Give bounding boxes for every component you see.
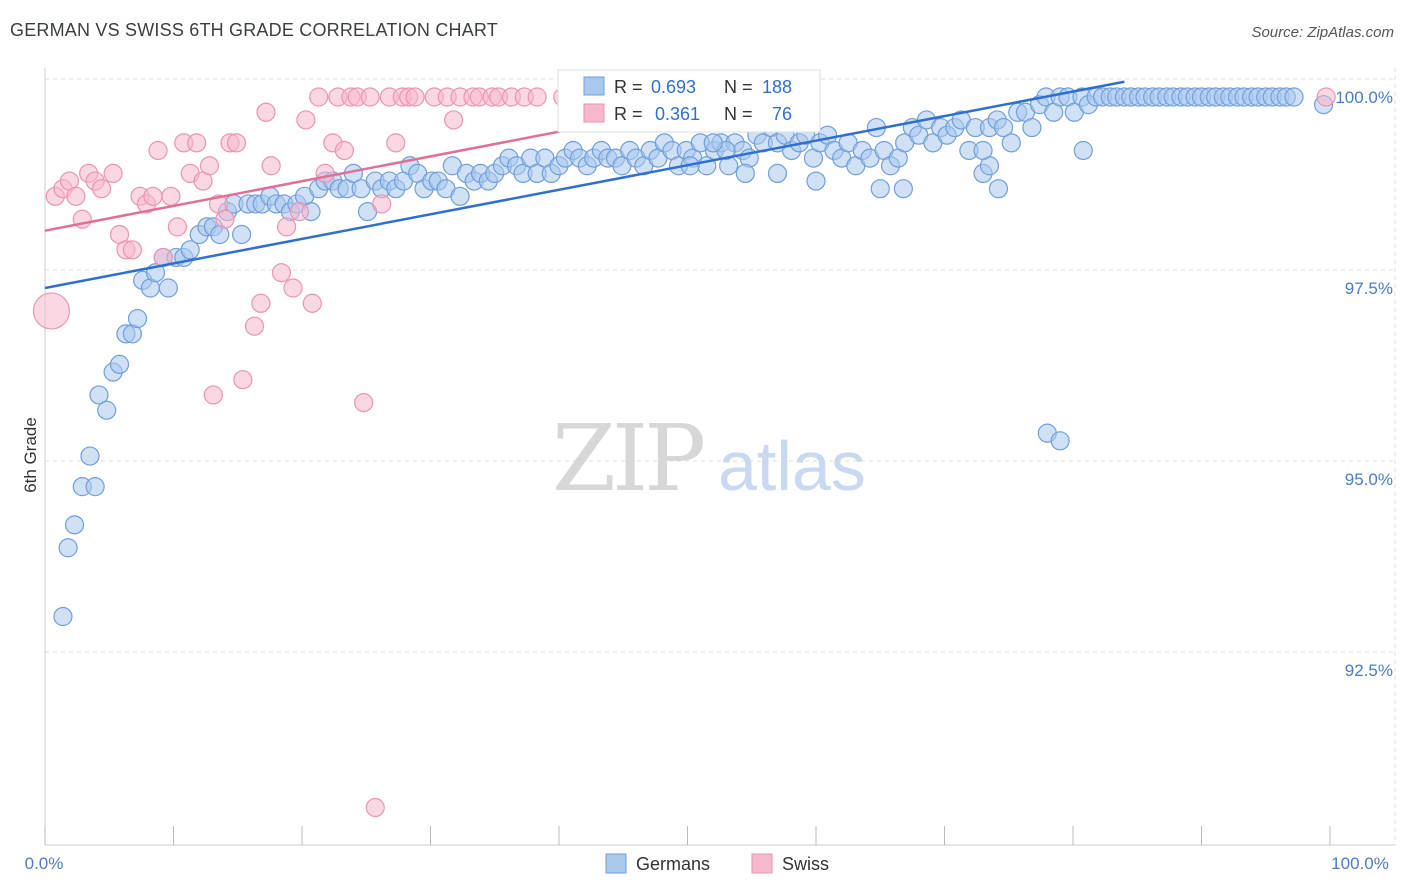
germans-point: [1284, 87, 1304, 107]
y-tick-label: 100.0%: [1335, 88, 1393, 107]
germans-point: [64, 515, 85, 535]
series-germans: [53, 87, 1334, 627]
germans-point: [97, 400, 117, 420]
swiss-point: [527, 87, 547, 107]
germans-point: [870, 179, 890, 199]
swiss-point: [167, 217, 187, 237]
germans-point: [180, 240, 200, 260]
trend-line-germans: [44, 80, 1125, 290]
germans-point: [988, 179, 1009, 199]
swiss-point: [289, 202, 310, 222]
source-label: Source: ZipAtlas.com: [1251, 24, 1394, 41]
swiss-point: [91, 179, 112, 199]
germans-point: [85, 477, 105, 497]
x-tick-label-min: 0.0%: [25, 854, 64, 873]
swiss-point: [1316, 87, 1336, 107]
swiss-point: [302, 293, 322, 313]
swiss-point: [244, 316, 265, 336]
germans-point: [127, 308, 148, 329]
swiss-point: [334, 140, 355, 161]
germans-point: [158, 278, 178, 298]
legend-swatch-swiss: [583, 103, 605, 123]
legend-germans-r-value: 0.693: [651, 77, 696, 97]
legend-germans-n-label: N =: [724, 77, 753, 97]
bottom-legend: Germans Swiss: [605, 853, 829, 874]
swiss-point: [296, 110, 316, 130]
swiss-point: [187, 133, 207, 153]
swiss-point: [226, 133, 247, 153]
legend-germans-r-label: R =: [614, 77, 643, 97]
germans-point: [893, 179, 913, 199]
axes: [44, 68, 1395, 846]
germans-point: [53, 606, 73, 627]
swiss-point: [271, 263, 292, 283]
swiss-point: [203, 385, 223, 405]
watermark-zip: ZIP: [552, 405, 703, 512]
swiss-point: [386, 133, 406, 153]
y-tick-label: 97.5%: [1345, 279, 1393, 298]
swiss-point: [251, 293, 271, 313]
germans-point: [1001, 133, 1021, 153]
swiss-point: [372, 194, 392, 214]
swiss-point: [103, 163, 123, 183]
swiss-point: [354, 393, 374, 413]
x-tick-label-max: 100.0%: [1331, 854, 1389, 873]
swiss-point: [199, 156, 220, 176]
germans-point: [994, 117, 1014, 138]
swiss-point: [66, 186, 86, 206]
swiss-point: [309, 87, 329, 107]
legend-swiss-n-label: N =: [724, 104, 753, 124]
swiss-point: [32, 292, 71, 330]
germans-point: [58, 538, 78, 558]
legend-swatch-germans: [583, 76, 605, 96]
y-tick-label: 95.0%: [1345, 470, 1393, 489]
germans-point: [703, 133, 723, 153]
y-tick-label: 92.5%: [1345, 661, 1393, 680]
swiss-point: [365, 797, 385, 818]
germans-point: [973, 140, 993, 161]
swiss-point: [122, 240, 142, 260]
bottom-legend-germans: Germans: [636, 854, 710, 874]
legend-swiss-r-label: R =: [614, 104, 643, 124]
germans-point: [735, 163, 755, 183]
swiss-point: [143, 186, 163, 206]
swiss-point: [444, 110, 464, 130]
watermark: ZIP atlas: [552, 405, 866, 512]
swiss-point: [233, 370, 253, 390]
swiss-point: [215, 209, 235, 229]
bottom-legend-swatch-swiss: [751, 853, 773, 874]
germans-point: [767, 163, 788, 183]
swiss-point: [148, 140, 168, 161]
germans-point: [1073, 140, 1093, 161]
swiss-point: [261, 156, 281, 176]
germans-point: [109, 354, 130, 374]
germans-point: [1022, 117, 1042, 138]
bottom-legend-swatch-germans: [605, 853, 627, 874]
legend-swiss-r-value: 0.361: [655, 104, 700, 124]
swiss-point: [161, 186, 181, 206]
y-tick-labels: 92.5% 95.0% 97.5% 100.0%: [1335, 88, 1393, 680]
watermark-atlas: atlas: [718, 427, 866, 505]
swiss-point: [283, 278, 303, 298]
germans-point: [450, 186, 470, 206]
legend-swiss-n-value: 76: [772, 104, 792, 124]
swiss-point: [276, 217, 297, 237]
x-ticks: [44, 826, 1331, 845]
legend-box: R = 0.693 N = 188 R = 0.361 N = 76: [557, 69, 821, 133]
swiss-point: [256, 102, 276, 122]
germans-point: [89, 385, 109, 405]
germans-point: [806, 171, 826, 191]
legend-germans-n-value: 188: [762, 77, 792, 97]
germans-point: [1050, 431, 1070, 451]
germans-point: [80, 446, 100, 466]
chart-title: GERMAN VS SWISS 6TH GRADE CORRELATION CH…: [10, 20, 498, 40]
bottom-legend-swiss: Swiss: [782, 854, 829, 874]
swiss-point: [360, 87, 380, 107]
y-axis-title: 6th Grade: [21, 417, 40, 493]
swiss-point: [315, 163, 335, 183]
germans-point: [232, 224, 252, 245]
swiss-point: [405, 87, 425, 107]
